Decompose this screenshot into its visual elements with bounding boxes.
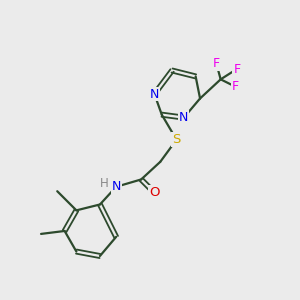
Text: N: N	[179, 111, 188, 124]
Text: F: F	[232, 80, 239, 93]
Text: O: O	[149, 186, 160, 199]
Text: H: H	[99, 177, 108, 190]
Text: F: F	[213, 57, 220, 70]
Text: N: N	[112, 180, 121, 193]
Text: F: F	[233, 62, 240, 76]
Text: S: S	[172, 133, 181, 146]
Text: N: N	[150, 88, 159, 100]
